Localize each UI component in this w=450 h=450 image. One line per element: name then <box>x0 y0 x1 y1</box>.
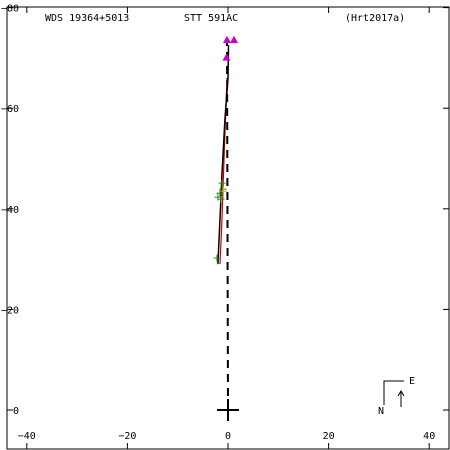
discoverer-designation: STT 591AC <box>184 13 238 24</box>
axis-ticks <box>7 7 449 449</box>
orbit-reference: (Hrt2017a) <box>345 13 405 24</box>
triangle-point <box>222 53 231 61</box>
chart-header: WDS 19364+5013 STT 591AC (Hrt2017a) <box>45 13 405 24</box>
tick-labels: −40 −20 0 20 40 −80 −60 −40 −20 0 <box>1 4 435 442</box>
x-tick-label: −20 <box>118 431 136 442</box>
triangle-point <box>230 35 239 43</box>
triangle-point <box>222 35 231 43</box>
x-tick-label: −40 <box>18 431 36 442</box>
y-tick-label: −20 <box>1 305 19 316</box>
compass-east-label: E <box>409 376 415 387</box>
x-tick-label: 0 <box>225 431 231 442</box>
orbit-lines <box>217 42 239 421</box>
line-of-nodes-dashed <box>225 42 229 411</box>
observation-points <box>213 35 239 262</box>
orientation-indicator: NE <box>378 376 415 417</box>
y-tick-label: −60 <box>1 104 19 115</box>
y-tick-label: −40 <box>1 205 19 216</box>
y-tick-label: −80 <box>1 4 19 15</box>
compass-axes <box>383 380 404 405</box>
x-tick-label: 20 <box>323 431 335 442</box>
compass-north-label: N <box>378 406 384 417</box>
compass-arrow-head <box>397 390 405 397</box>
wds-identifier: WDS 19364+5013 <box>45 13 129 24</box>
orbit-line <box>217 45 230 265</box>
x-tick-label: 40 <box>423 431 435 442</box>
y-tick-label: 0 <box>13 406 19 417</box>
